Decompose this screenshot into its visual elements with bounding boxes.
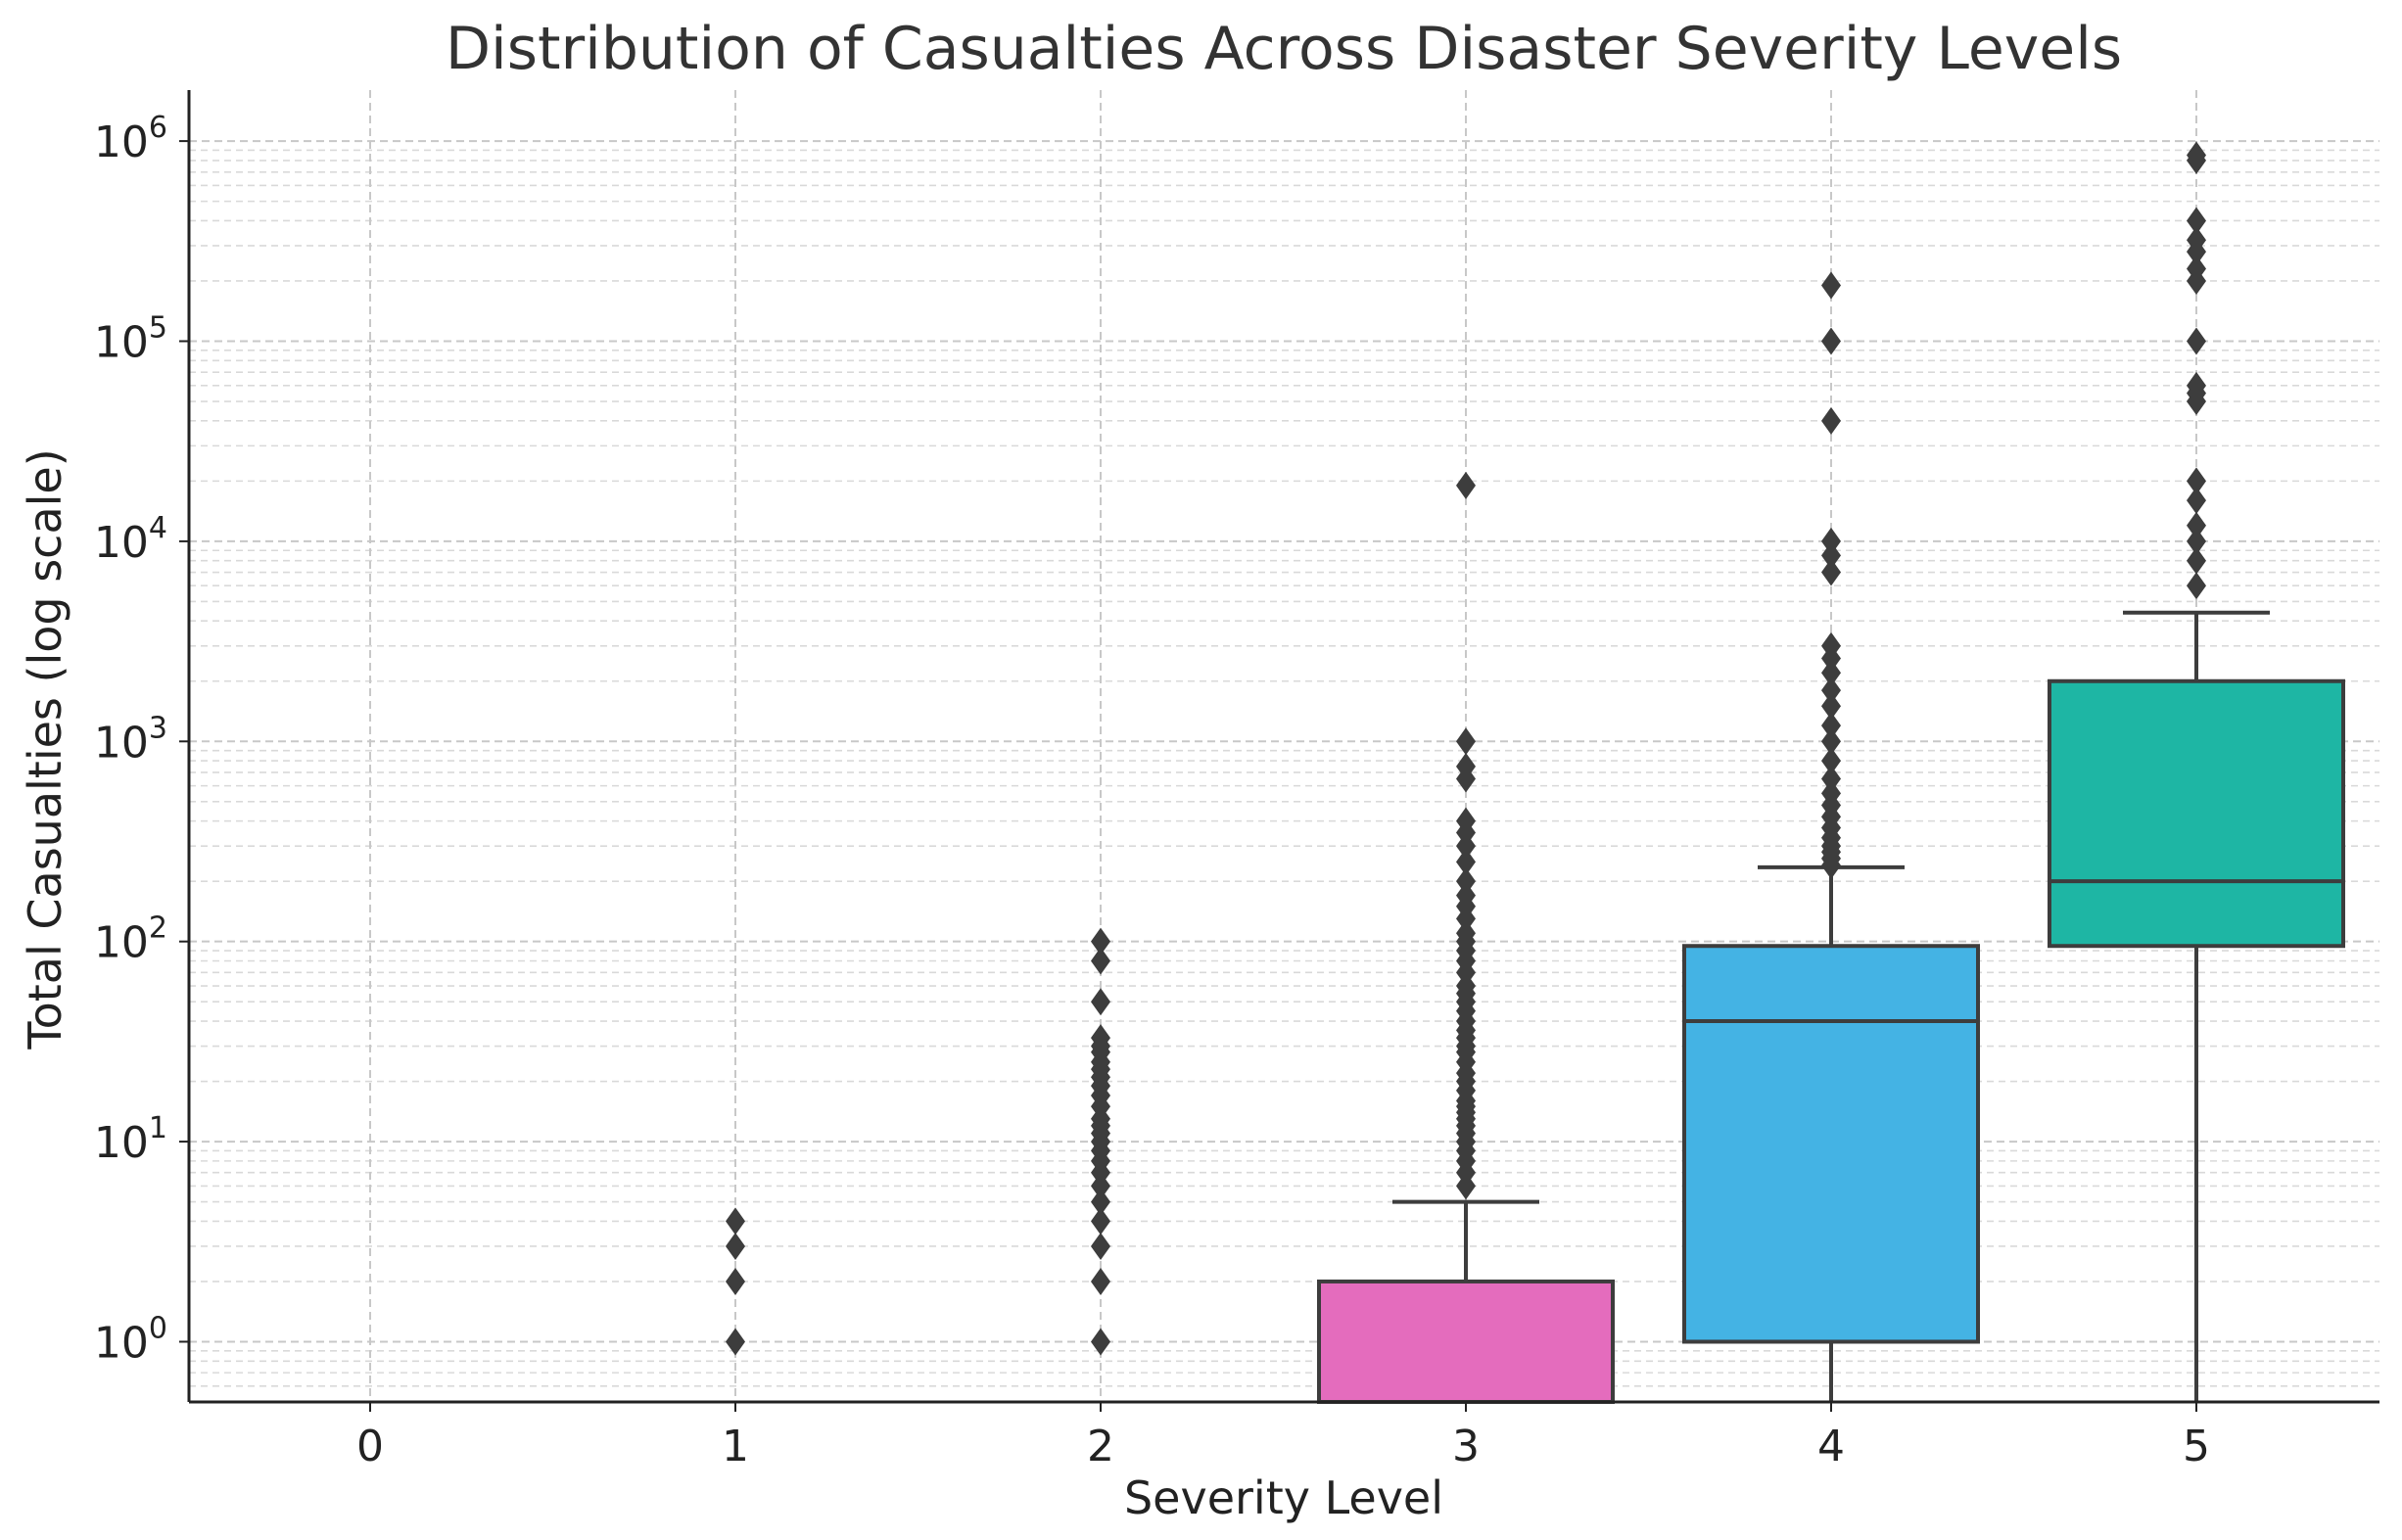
outlier-point (2187, 141, 2206, 169)
y-tick-label: 100 (94, 1311, 167, 1368)
outlier-point (1456, 867, 1476, 896)
axes (187, 90, 2379, 1404)
outlier-point (2187, 487, 2206, 515)
outlier-point (1091, 1024, 1110, 1052)
outlier-point (1821, 406, 1841, 435)
outlier-point (2187, 467, 2206, 495)
outlier-point (1456, 471, 1476, 499)
y-tick-label: 101 (94, 1111, 167, 1168)
outlier-point (1091, 927, 1110, 956)
outlier-point (1821, 779, 1841, 808)
outlier-point (1821, 677, 1841, 705)
box-group (1317, 610, 2345, 1405)
outlier-point (1821, 558, 1841, 586)
outlier-point (2187, 207, 2206, 235)
x-tick-label: 1 (722, 1422, 749, 1471)
outlier-point (1456, 727, 1476, 756)
outlier-point (2187, 327, 2206, 355)
outlier-point (2187, 546, 2206, 575)
outlier-point (1456, 752, 1476, 780)
outlier-point (1456, 848, 1476, 876)
outlier-point (2187, 572, 2206, 600)
outlier-point (2187, 226, 2206, 255)
y-tick-label: 106 (94, 111, 167, 167)
outlier-point (1821, 327, 1841, 355)
outlier-point (1821, 541, 1841, 570)
outlier-point (1821, 659, 1841, 687)
outlier-point (726, 1328, 745, 1356)
x-axis-label: Severity Level (1124, 1471, 1443, 1524)
chart-title: Distribution of Casualties Across Disast… (446, 15, 2122, 83)
outlier-point (1821, 712, 1841, 740)
x-tick-label: 2 (1087, 1422, 1114, 1471)
outlier-point (726, 1267, 745, 1295)
outlier-point (1821, 765, 1841, 793)
outlier-point (1456, 881, 1476, 910)
y-tick-label: 104 (94, 511, 167, 568)
outlier-point (2187, 527, 2206, 555)
outlier-group (726, 141, 2206, 1356)
y-tick-label: 103 (94, 711, 167, 768)
tick-labels: 0 1 2 3 4 5 100 101 102 103 104 105 106 (94, 111, 2210, 1471)
y-tick-label: 105 (94, 310, 167, 367)
outlier-point (1821, 527, 1841, 555)
outlier-point (1821, 692, 1841, 721)
outlier-point (1091, 1267, 1110, 1295)
x-tick-label: 4 (1817, 1422, 1845, 1471)
y-tick-label: 102 (94, 911, 167, 968)
outlier-point (1091, 1188, 1110, 1216)
box-3 (1317, 1279, 1615, 1405)
outlier-point (726, 1207, 745, 1236)
outlier-point (1821, 747, 1841, 775)
outlier-point (1091, 1328, 1110, 1356)
box-4 (1682, 944, 1980, 1344)
outlier-point (1821, 271, 1841, 300)
outlier-point (726, 1232, 745, 1260)
outlier-point (2187, 511, 2206, 539)
outlier-point (1091, 1207, 1110, 1236)
x-tick-label: 0 (356, 1422, 384, 1471)
outlier-point (1456, 919, 1476, 948)
outlier-point (1821, 631, 1841, 660)
y-axis-label: Total Casualties (log scale) (19, 448, 71, 1050)
outlier-point (2187, 255, 2206, 283)
outlier-point (2187, 371, 2206, 399)
outlier-point (1091, 1232, 1110, 1260)
outlier-point (1091, 947, 1110, 975)
x-tick-label: 3 (1452, 1422, 1480, 1471)
outlier-point (1456, 807, 1476, 835)
box-5 (2048, 678, 2345, 949)
outlier-point (1091, 988, 1110, 1016)
outlier-point (1821, 727, 1841, 756)
x-tick-label: 5 (2183, 1422, 2210, 1471)
